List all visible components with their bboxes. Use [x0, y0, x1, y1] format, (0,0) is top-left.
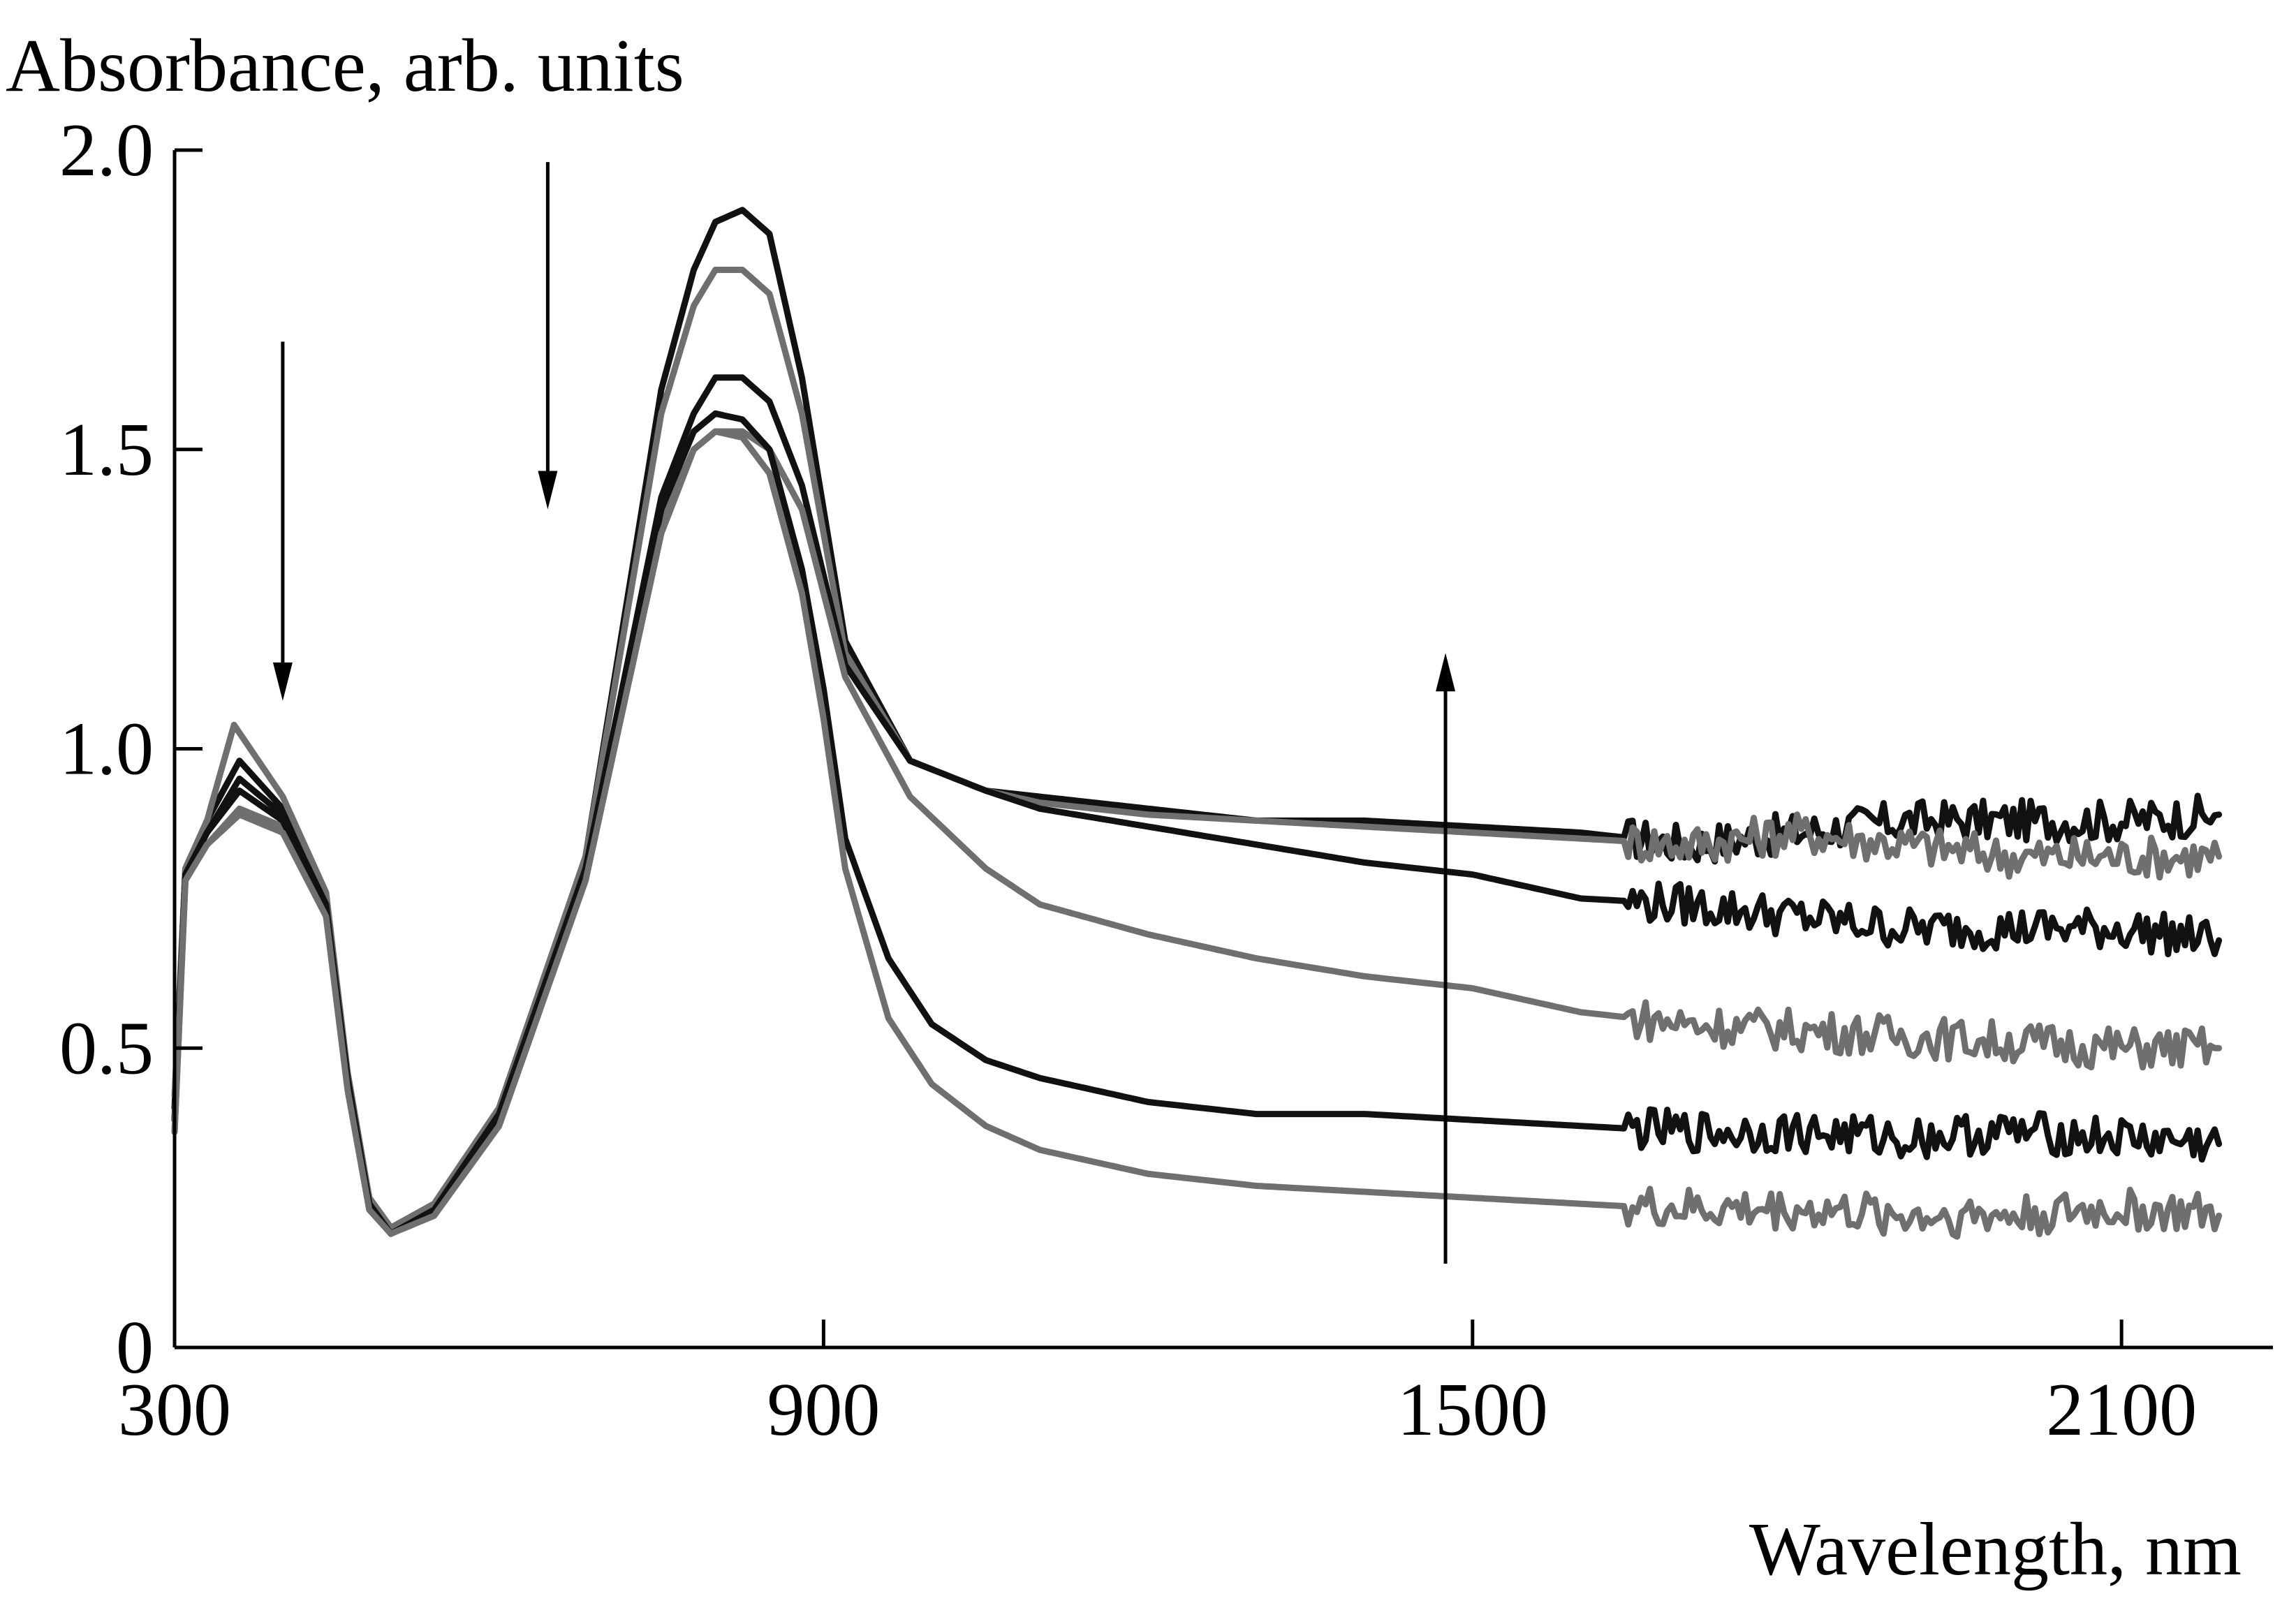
arrow-head [538, 471, 558, 510]
series-layer [171, 207, 2223, 1240]
y-tick-label: 0.5 [59, 1007, 154, 1090]
y-axis-title: Absorbance, arb. units [6, 24, 684, 108]
arrow-head [272, 662, 293, 701]
series-line [171, 428, 2223, 1240]
y-tick-label: 2.0 [59, 109, 154, 192]
x-tick-label: 1500 [1397, 1368, 1548, 1451]
x-tick-label: 2100 [2046, 1368, 2197, 1451]
y-tick-label: 0 [116, 1306, 154, 1389]
series-line [171, 267, 2223, 1231]
y-tick-label: 1.0 [59, 708, 154, 791]
x-ticks: 300 900 1500 2100 [118, 1320, 2197, 1451]
y-ticks: 0 0.5 1.0 1.5 2.0 [59, 109, 203, 1389]
x-axis-title: Wavelength, nm [1749, 1508, 2242, 1591]
arrow-head [1436, 653, 1456, 692]
series-line [171, 207, 2223, 1231]
x-tick-label: 900 [767, 1368, 880, 1451]
y-tick-label: 1.5 [59, 408, 154, 492]
x-tick-label: 300 [118, 1368, 231, 1451]
arrow-layer [272, 162, 1456, 1264]
